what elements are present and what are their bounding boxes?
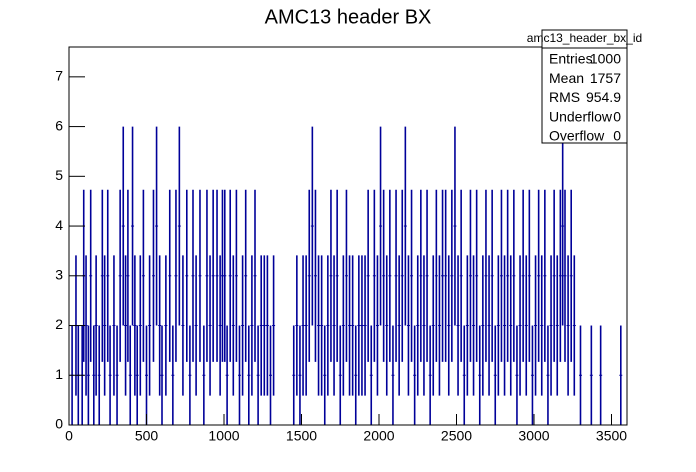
plot-frame bbox=[68, 46, 628, 426]
x-tick-label: 2500 bbox=[441, 428, 472, 444]
y-tick-label: 0 bbox=[55, 416, 63, 432]
y-tick-label: 5 bbox=[55, 167, 63, 183]
stats-label: Mean bbox=[549, 70, 584, 86]
stats-value: 0 bbox=[613, 128, 621, 144]
stats-box bbox=[541, 29, 628, 144]
chart-title: AMC13 header BX bbox=[265, 6, 432, 28]
x-tick-label: 3500 bbox=[596, 428, 627, 444]
y-tick-label: 1 bbox=[55, 366, 63, 382]
x-tick-label: 0 bbox=[65, 428, 73, 444]
y-tick-label: 6 bbox=[55, 117, 63, 133]
x-tick-label: 3000 bbox=[518, 428, 549, 444]
y-tick-label: 7 bbox=[55, 68, 63, 84]
stats-value: 954.9 bbox=[586, 89, 621, 105]
x-tick-label: 500 bbox=[135, 428, 159, 444]
y-tick-label: 2 bbox=[55, 316, 63, 332]
y-tick-label: 4 bbox=[55, 217, 63, 233]
stats-value: 1757 bbox=[590, 70, 621, 86]
stats-label: Overflow bbox=[549, 128, 605, 144]
stats-label: Underflow bbox=[549, 108, 613, 124]
x-tick-label: 1000 bbox=[208, 428, 239, 444]
x-tick-label: 2000 bbox=[363, 428, 394, 444]
y-tick-label: 3 bbox=[55, 266, 63, 282]
stats-value: 0 bbox=[613, 108, 621, 124]
stats-value: 1000 bbox=[590, 51, 621, 67]
stats-label: RMS bbox=[549, 89, 580, 105]
stats-label: Entries bbox=[549, 51, 593, 67]
x-tick-label: 1500 bbox=[286, 428, 317, 444]
stats-name: amc13_header_bx_id bbox=[527, 31, 642, 45]
